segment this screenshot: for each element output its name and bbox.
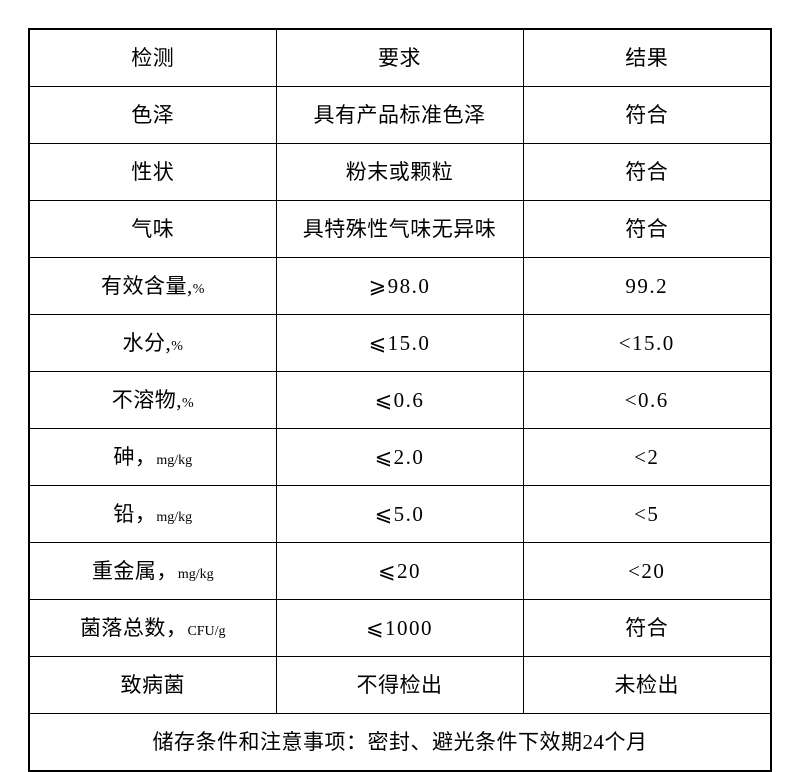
cell-requirement: ⩽20 [275, 542, 524, 600]
cell-requirement: ⩽0.6 [275, 371, 524, 429]
cell-requirement: ⩽1000 [275, 599, 524, 657]
item-label: 不溶物, [111, 387, 183, 412]
table-row: 不溶物,% ⩽0.6 <0.6 [28, 371, 772, 429]
item-unit: mg/kg [177, 566, 214, 582]
table-row: 致病菌 不得检出 未检出 [28, 656, 772, 714]
table-row: 菌落总数，CFU/g ⩽1000 符合 [28, 599, 772, 657]
cell-result: <2 [522, 428, 772, 486]
cell-result: <0.6 [522, 371, 772, 429]
cell-item: 色泽 [28, 86, 277, 144]
requirement-value: ⩽20 [377, 558, 422, 583]
table-body: 检测 要求 结果 色泽 具有产品标准色泽 符合 性状 粉末或颗粒 符合 气味 具特殊性气味无异味 符合… [28, 28, 772, 772]
cell-result: 符合 [522, 599, 772, 657]
requirement-value: 具有产品标准色泽 [313, 102, 486, 127]
cell-requirement: ⩽5.0 [275, 485, 524, 543]
table-header-requirement: 要求 [275, 28, 524, 87]
requirement-value: 不得检出 [356, 672, 443, 697]
requirement-value: 粉末或颗粒 [345, 159, 454, 184]
item-label: 砷， [113, 444, 157, 469]
item-unit: CFU/g [187, 623, 226, 639]
requirement-value: ⩽5.0 [374, 501, 425, 526]
item-unit: % [171, 338, 183, 354]
cell-item: 铅，mg/kg [28, 485, 277, 543]
result-value: 符合 [625, 102, 669, 127]
specification-table: 检测 要求 结果 色泽 具有产品标准色泽 符合 性状 粉末或颗粒 符合 气味 具特殊性气味无异味 符合… [28, 28, 772, 772]
table-row: 水分,% ⩽15.0 <15.0 [28, 314, 772, 372]
requirement-value: 具特殊性气味无异味 [302, 216, 497, 241]
item-label: 性状 [131, 159, 175, 184]
table-header-row: 检测 要求 结果 [28, 28, 772, 87]
table-header-item: 检测 [28, 28, 277, 87]
table-row: 有效含量,% ⩾98.0 99.2 [28, 257, 772, 315]
table-footer-row: 储存条件和注意事项：密封、避光条件下效期24个月 [28, 713, 772, 772]
result-value: 符合 [625, 615, 669, 640]
requirement-value: ⩽0.6 [374, 387, 425, 412]
item-label: 铅， [113, 501, 157, 526]
result-value: <2 [634, 444, 660, 469]
cell-requirement: ⩽2.0 [275, 428, 524, 486]
result-value: 符合 [625, 216, 669, 241]
cell-item: 水分,% [28, 314, 277, 372]
cell-result: 符合 [522, 86, 772, 144]
cell-result: 符合 [522, 143, 772, 201]
item-unit: % [182, 395, 194, 411]
result-value: 未检出 [614, 672, 679, 697]
table-row: 色泽 具有产品标准色泽 符合 [28, 86, 772, 144]
cell-result: <20 [522, 542, 772, 600]
item-label: 重金属， [91, 558, 178, 583]
storage-conditions-note: 储存条件和注意事项：密封、避光条件下效期24个月 [28, 713, 772, 772]
cell-requirement: 不得检出 [275, 656, 524, 714]
item-label: 气味 [131, 216, 175, 241]
table-row: 性状 粉末或颗粒 符合 [28, 143, 772, 201]
requirement-value: ⩽15.0 [368, 330, 431, 355]
cell-requirement: ⩽15.0 [275, 314, 524, 372]
cell-result: <5 [522, 485, 772, 543]
cell-result: 符合 [522, 200, 772, 258]
item-unit: % [192, 281, 205, 297]
specification-table-container: 检测 要求 结果 色泽 具有产品标准色泽 符合 性状 粉末或颗粒 符合 气味 具特殊性气味无异味 符合… [28, 28, 772, 772]
result-value: 符合 [625, 159, 669, 184]
requirement-value: ⩾98.0 [368, 273, 431, 298]
cell-requirement: 具有产品标准色泽 [275, 86, 524, 144]
cell-item: 重金属，mg/kg [28, 542, 277, 600]
item-label: 致病菌 [120, 672, 185, 697]
table-row: 砷，mg/kg ⩽2.0 <2 [28, 428, 772, 486]
item-unit: mg/kg [156, 509, 193, 525]
cell-result: <15.0 [522, 314, 772, 372]
result-value: <5 [634, 501, 660, 526]
cell-item: 有效含量,% [28, 257, 277, 315]
item-label: 菌落总数， [79, 615, 188, 640]
requirement-value: ⩽1000 [365, 615, 434, 640]
result-value: 99.2 [625, 273, 669, 298]
cell-requirement: 粉末或颗粒 [275, 143, 524, 201]
cell-item: 不溶物,% [28, 371, 277, 429]
cell-item: 砷，mg/kg [28, 428, 277, 486]
cell-item: 菌落总数，CFU/g [28, 599, 277, 657]
cell-result: 未检出 [522, 656, 772, 714]
table-row: 铅，mg/kg ⩽5.0 <5 [28, 485, 772, 543]
table-header-result: 结果 [522, 28, 772, 87]
result-value: <20 [628, 558, 666, 583]
cell-requirement: ⩾98.0 [275, 257, 524, 315]
item-label: 有效含量, [101, 273, 193, 298]
requirement-value: ⩽2.0 [374, 444, 425, 469]
item-unit: mg/kg [156, 452, 193, 468]
result-value: <0.6 [624, 387, 669, 412]
result-value: <15.0 [618, 330, 675, 355]
item-label: 色泽 [131, 102, 175, 127]
cell-item: 性状 [28, 143, 277, 201]
cell-item: 气味 [28, 200, 277, 258]
cell-item: 致病菌 [28, 656, 277, 714]
cell-result: 99.2 [522, 257, 772, 315]
table-row: 气味 具特殊性气味无异味 符合 [28, 200, 772, 258]
cell-requirement: 具特殊性气味无异味 [275, 200, 524, 258]
table-row: 重金属，mg/kg ⩽20 <20 [28, 542, 772, 600]
item-label: 水分, [122, 330, 172, 355]
